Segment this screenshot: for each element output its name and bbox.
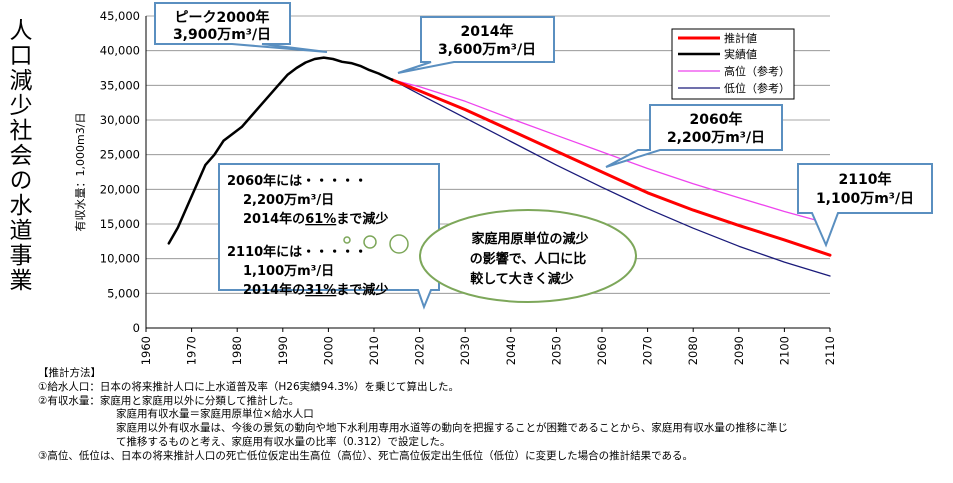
x-tick-label: 2050 bbox=[549, 336, 563, 365]
summary-2110-line3: 2014年の31%まで減少 bbox=[243, 282, 388, 298]
series-line-actual bbox=[167, 56, 394, 245]
x-tick-label: 1980 bbox=[230, 336, 244, 365]
x-tick-label: 1970 bbox=[185, 336, 199, 365]
callout-2014-line1: 2014年 bbox=[461, 23, 514, 40]
summary-2110-pre: 2014年の bbox=[243, 282, 305, 298]
callout-2060-line1: 2060年 bbox=[690, 111, 743, 128]
x-tick-label: 2030 bbox=[458, 336, 472, 365]
y-tick-label: 45,000 bbox=[100, 9, 140, 23]
x-tick-label: 2090 bbox=[732, 336, 746, 365]
summary-2110-line2: 1,100万m³/日 bbox=[243, 264, 334, 279]
legend-label-estimate: 推計値 bbox=[724, 31, 757, 45]
bubble-line3: 較して大きく減少 bbox=[470, 271, 574, 287]
y-tick-label: 35,000 bbox=[100, 78, 140, 92]
y-tick-label: 20,000 bbox=[100, 182, 140, 196]
x-tick-label: 2060 bbox=[595, 336, 609, 365]
callout-2014: 2014年 3,600万m³/日 bbox=[397, 16, 555, 74]
callout-2060-line2: 2,200万m³/日 bbox=[667, 130, 765, 146]
axes bbox=[145, 16, 831, 332]
y-tick-labels: 0 5,000 10,000 15,000 20,000 25,000 30,000 35,0… bbox=[100, 9, 140, 335]
y-tick-label: 5,000 bbox=[107, 286, 140, 300]
y-tick-label: 40,000 bbox=[100, 44, 140, 58]
callout-2110-line1: 2110年 bbox=[839, 171, 892, 188]
summary-2060-line1: 2060年には・・・・・ bbox=[227, 173, 367, 189]
summary-2060-line2: 2,200万m³/日 bbox=[243, 193, 334, 208]
callout-2060: 2060年 2,200万m³/日 bbox=[605, 104, 783, 168]
summary-2060-pre: 2014年の bbox=[243, 211, 305, 227]
summary-2060-line3: 2014年の61%まで減少 bbox=[243, 211, 388, 227]
legend-label-high: 高位（参考） bbox=[724, 64, 790, 78]
x-tick-label: 2100 bbox=[777, 336, 791, 365]
bubble-line2: の影響で、人口に比 bbox=[470, 251, 586, 267]
callout-peak-line1: ピーク2000年 bbox=[175, 9, 270, 26]
chart: 0 5,000 10,000 15,000 20,000 25,000 30,000 35,0… bbox=[73, 2, 933, 365]
estimation-notes: 【推計方法】 ①給水人口：日本の将来推計人口に上水道普及率（H26実績94.3%… bbox=[38, 367, 948, 464]
note-2c: て推移するものと考え、家庭用有収水量の比率（0.312）で設定した。 bbox=[116, 435, 451, 448]
callout-2014-line2: 3,600万m³/日 bbox=[438, 42, 536, 58]
callout-peak: ピーク2000年 3,900万m³/日 bbox=[154, 2, 328, 53]
x-tick-label: 1960 bbox=[139, 336, 153, 365]
x-tick-label: 2080 bbox=[686, 336, 700, 365]
series-lines bbox=[167, 56, 832, 277]
summary-2110-line1: 2110年には・・・・・ bbox=[227, 244, 367, 260]
y-tick-label: 0 bbox=[133, 321, 140, 335]
series-line-high bbox=[391, 79, 831, 225]
bubble-line1: 家庭用原単位の減少 bbox=[471, 231, 588, 247]
note-2: ②有収水量：家庭用と家庭用以外に分類して推計した。 bbox=[38, 394, 300, 407]
summary-2060-post: まで減少 bbox=[336, 211, 388, 227]
summary-2110-pct: 31% bbox=[305, 283, 336, 298]
thought-bubble: 家庭用原単位の減少 の影響で、人口に比 較して大きく減少 bbox=[343, 209, 637, 303]
x-tick-label: 1990 bbox=[276, 336, 290, 365]
y-tick-label: 10,000 bbox=[100, 252, 140, 266]
x-tick-label: 2040 bbox=[504, 336, 518, 365]
notes-header: 【推計方法】 bbox=[38, 367, 101, 379]
x-tick-label: 2010 bbox=[367, 336, 381, 365]
y-tick-label: 30,000 bbox=[100, 113, 140, 127]
legend-label-actual: 実績値 bbox=[724, 47, 757, 61]
note-2b: 家庭用以外有収水量は、今後の景気の動向や地下水利用専用水道等の動向を把握すること… bbox=[116, 422, 788, 435]
series-line-estimate bbox=[390, 78, 832, 257]
x-tick-labels: 1960 1970 1980 1990 2000 2010 2020 2030 2040 2050… bbox=[139, 336, 837, 365]
x-tick-label: 2000 bbox=[321, 336, 335, 365]
y-axis-label: 有収水量：1,000m3/日 bbox=[73, 113, 87, 232]
callout-2110: 2110年 1,100万m³/日 bbox=[797, 163, 933, 248]
note-2a: 家庭用有収水量＝家庭用原単位×給水人口 bbox=[116, 408, 314, 421]
summary-2110-post: まで減少 bbox=[336, 282, 388, 298]
note-1: ①給水人口：日本の将来推計人口に上水道普及率（H26実績94.3%）を乗じて算出… bbox=[38, 380, 460, 393]
side-title: 人口減少社会の水道事業 bbox=[5, 18, 31, 293]
callout-2110-line2: 1,100万m³/日 bbox=[816, 191, 914, 207]
x-tick-label: 2070 bbox=[641, 336, 655, 365]
y-tick-label: 25,000 bbox=[100, 148, 140, 162]
summary-2060-pct: 61% bbox=[305, 212, 336, 227]
callout-peak-line2: 3,900万m³/日 bbox=[173, 27, 271, 43]
legend-label-low: 低位（参考） bbox=[724, 81, 790, 95]
y-tick-label: 15,000 bbox=[100, 217, 140, 231]
legend: 推計値 実績値 高位（参考） 低位（参考） bbox=[671, 28, 795, 100]
x-tick-label: 2110 bbox=[823, 336, 837, 365]
x-tick-label: 2020 bbox=[413, 336, 427, 365]
note-3: ③高位、低位は、日本の将来推計人口の死亡低位仮定出生高位（高位）、死亡高位仮定出… bbox=[38, 449, 694, 462]
summary-box: 2060年には・・・・・ 2,200万m³/日 2014年の61%まで減少 21… bbox=[218, 163, 440, 310]
series-line-low bbox=[391, 79, 831, 277]
